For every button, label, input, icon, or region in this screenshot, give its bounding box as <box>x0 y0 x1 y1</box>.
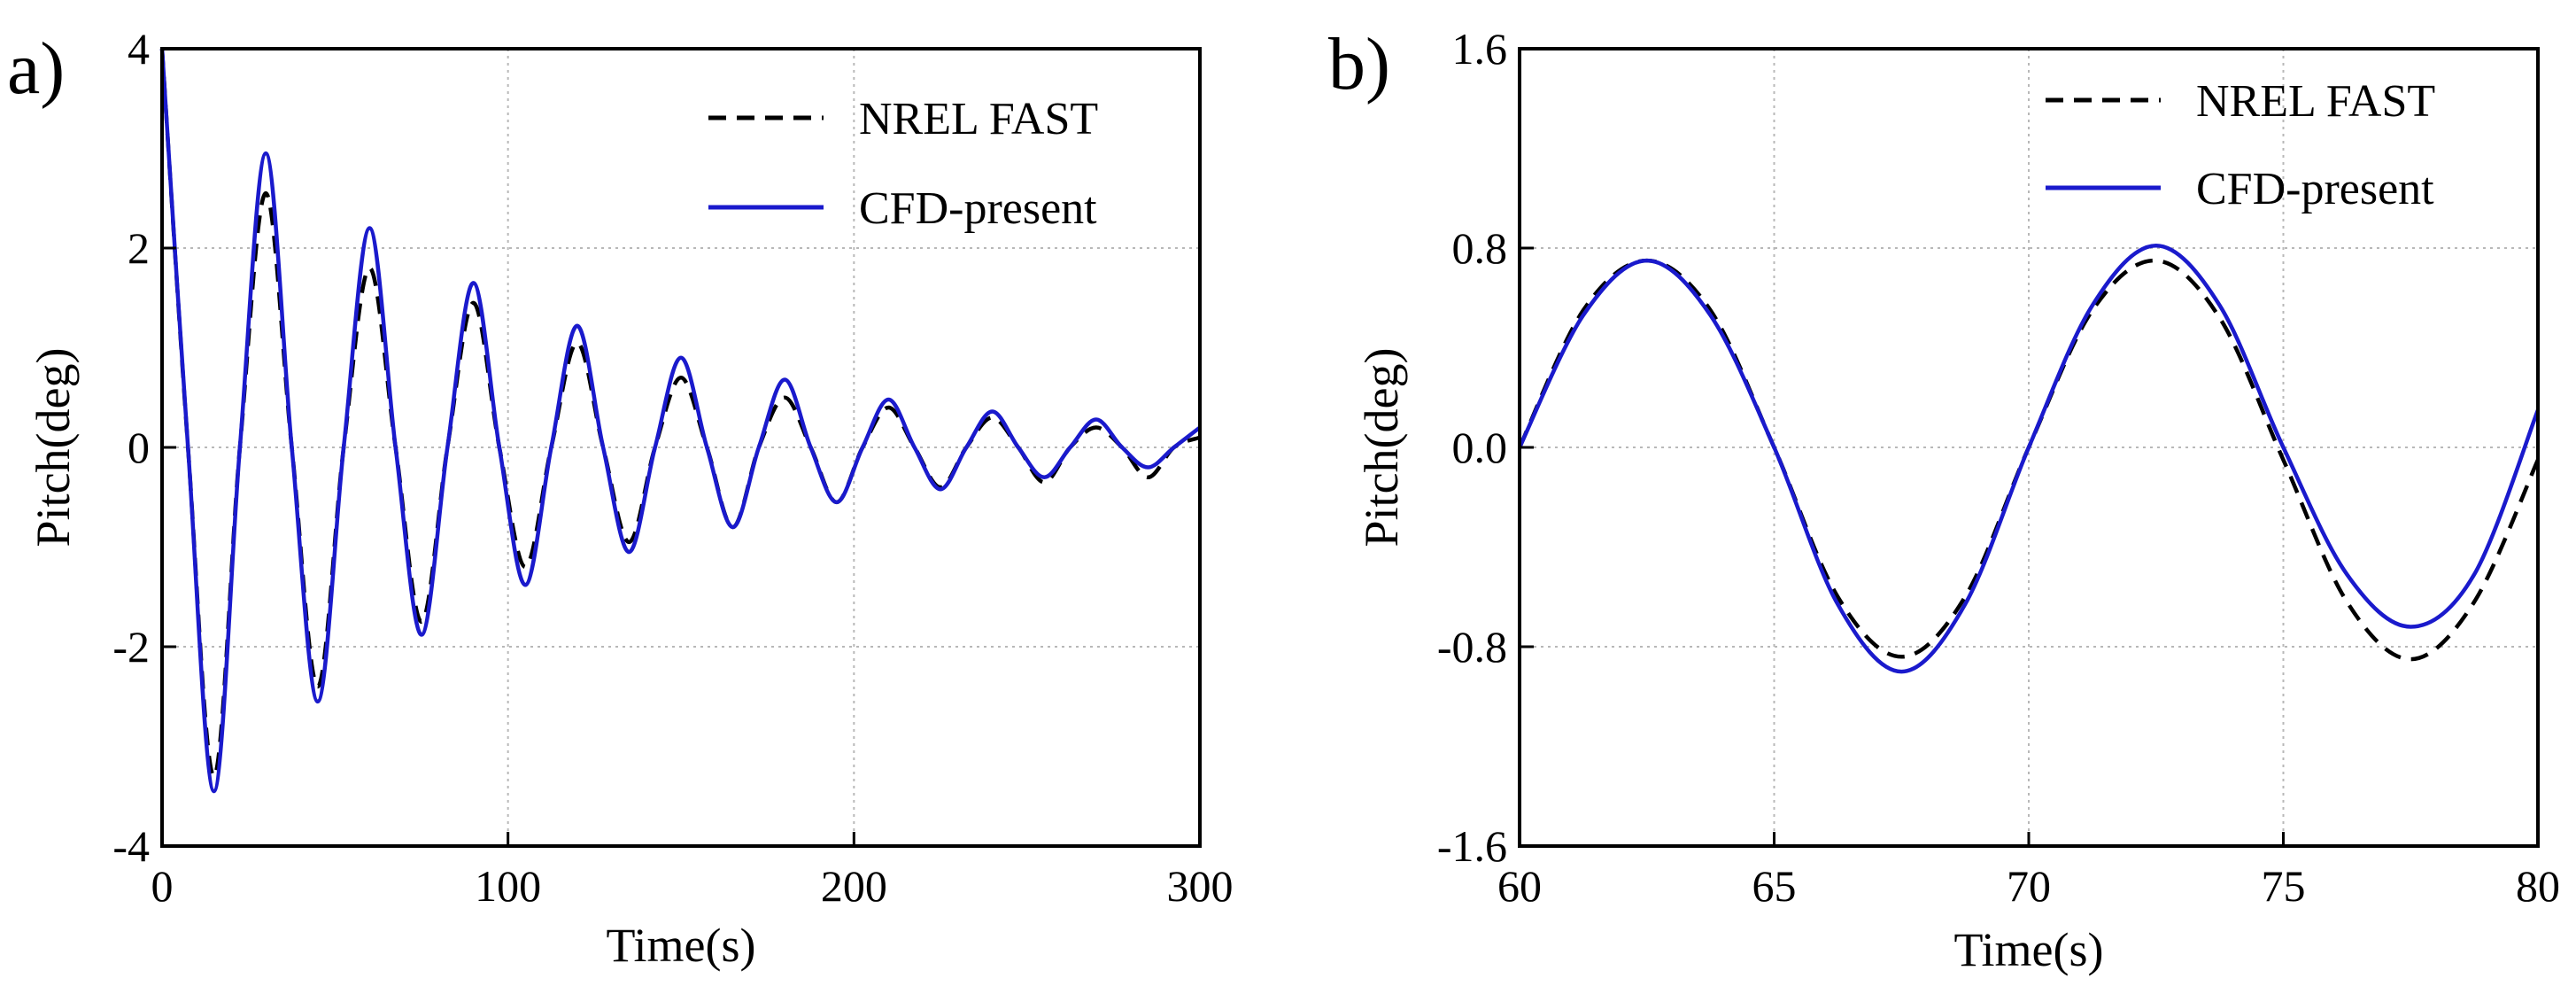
panel-b-ylabel: Pitch(deg) <box>1355 348 1408 547</box>
panel-b-xlabel: Time(s) <box>1953 923 2103 976</box>
panel-b-label: b) <box>1328 23 1390 105</box>
panel-a-legend: NREL FAST CFD-present <box>708 94 1098 234</box>
a-ytick-label-2: 0 <box>128 423 150 472</box>
panel-a-grid <box>162 49 1200 846</box>
a-ytick-label-1: -2 <box>112 622 150 672</box>
b-ytick-label-4: 1.6 <box>1452 24 1508 74</box>
panel-a-series <box>159 48 1202 794</box>
b-ytick-label-0: -1.6 <box>1437 821 1507 871</box>
panel-a-xlabel: Time(s) <box>606 919 755 972</box>
a-xtick-label-1: 100 <box>475 861 541 911</box>
panel-b-legend-label-cfd: CFD-present <box>2196 164 2434 214</box>
panel-a-ylabel: Pitch(deg) <box>27 348 80 547</box>
a-ytick-label-0: -4 <box>112 821 150 871</box>
b-ytick-label-1: -0.8 <box>1437 622 1507 672</box>
panel-b: b) 60 65 70 75 80 -1.6 -0.8 0.0 0.8 1.6 Time(s) P… <box>1328 23 2560 976</box>
panel-b-series <box>1517 243 2541 674</box>
panel-b-legend: NREL FAST CFD-present <box>2046 76 2435 214</box>
panel-b-legend-label-nrel: NREL FAST <box>2196 76 2435 127</box>
b-ytick-label-2: 0.0 <box>1452 423 1508 472</box>
panel-a-label: a) <box>7 27 65 110</box>
panel-a-legend-label-cfd: CFD-present <box>859 183 1097 234</box>
b-xtick-label-1: 65 <box>1752 861 1797 911</box>
b-xtick-label-2: 70 <box>2007 861 2051 911</box>
a-series-cfd-present <box>159 48 1202 794</box>
a-xtick-label-3: 300 <box>1167 861 1234 911</box>
panel-b-ticks: 60 65 70 75 80 -1.6 -0.8 0.0 0.8 1.6 <box>1437 24 2560 911</box>
a-ytick-label-4: 4 <box>128 24 150 74</box>
b-xtick-label-4: 80 <box>2516 861 2560 911</box>
a-ytick-label-3: 2 <box>128 223 150 273</box>
b-xtick-label-0: 60 <box>1497 861 1542 911</box>
panel-a-ticks: 0 100 200 300 -4 -2 0 2 4 <box>112 24 1233 911</box>
a-xtick-label-2: 200 <box>821 861 887 911</box>
b-xtick-label-3: 75 <box>2262 861 2306 911</box>
a-series-nrel-fast <box>159 48 1201 779</box>
panel-a-legend-label-nrel: NREL FAST <box>859 94 1098 144</box>
a-xtick-label-0: 0 <box>151 861 174 911</box>
b-ytick-label-3: 0.8 <box>1452 223 1508 273</box>
b-series-cfd-present <box>1517 243 2541 674</box>
